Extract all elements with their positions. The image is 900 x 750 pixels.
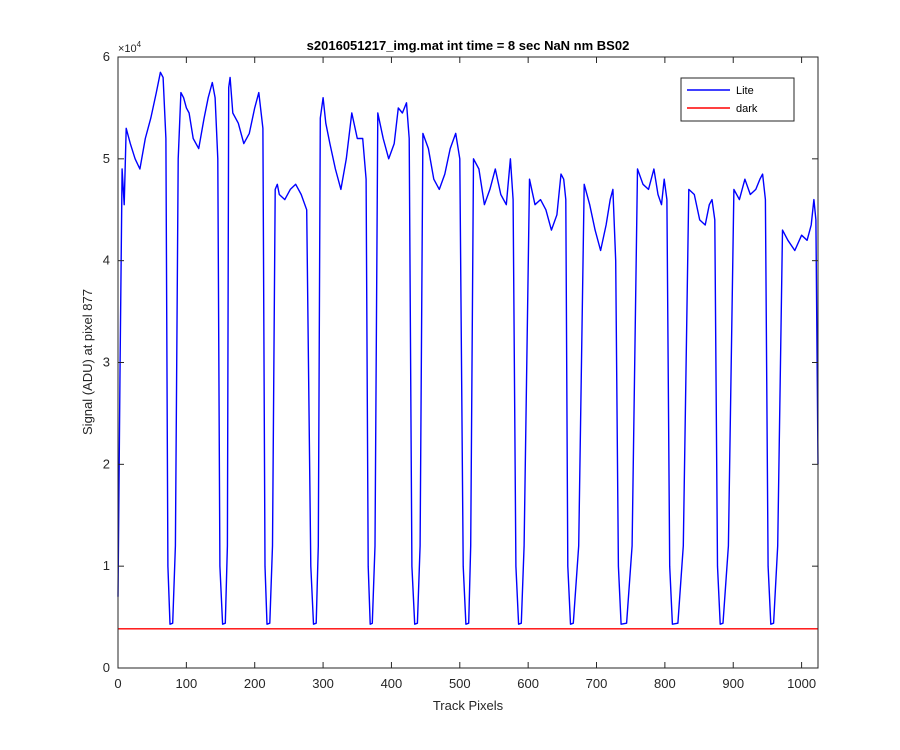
y-tick-label: 5 [103, 151, 110, 166]
series-layer [117, 71, 819, 630]
x-tick-label: 100 [176, 676, 198, 691]
x-tick-label: 800 [654, 676, 676, 691]
y-axis-ticks: 0 1 2 3 4 5 6 [103, 49, 818, 675]
y-tick-label: 4 [103, 253, 110, 268]
y-tick-label: 3 [103, 355, 110, 370]
legend-box [680, 77, 795, 122]
x-tick-label: 700 [586, 676, 608, 691]
x-tick-label: 900 [722, 676, 744, 691]
x-tick-label: 200 [244, 676, 266, 691]
legend-label-lite: Lite [736, 85, 754, 97]
x-tick-label: 1000 [787, 676, 816, 691]
plot-area [118, 57, 818, 668]
y-tick-label: 2 [103, 456, 110, 471]
y-axis-exponent-power: 4 [137, 40, 142, 49]
legend: Lite dark [680, 77, 795, 122]
x-tick-label: 400 [381, 676, 403, 691]
chart-title: s2016051217_img.mat int time = 8 sec NaN… [307, 38, 630, 53]
y-axis-label: Signal (ADU) at pixel 877 [80, 289, 95, 435]
x-tick-label: 300 [312, 676, 334, 691]
y-tick-label: 1 [103, 558, 110, 573]
y-tick-label: 0 [103, 660, 110, 675]
y-tick-label: 6 [103, 49, 110, 64]
x-axis-ticks: 0 100 200 300 400 500 600 700 800 900 1000 [114, 57, 816, 691]
y-axis-exponent: ×104 [118, 40, 142, 55]
y-axis-exponent-base: ×10 [118, 43, 137, 55]
series-line-lite [117, 71, 819, 625]
x-tick-label: 600 [517, 676, 539, 691]
legend-label-dark: dark [736, 103, 758, 115]
x-tick-label: 500 [449, 676, 471, 691]
x-axis-label: Track Pixels [433, 698, 504, 713]
x-tick-label: 0 [114, 676, 121, 691]
